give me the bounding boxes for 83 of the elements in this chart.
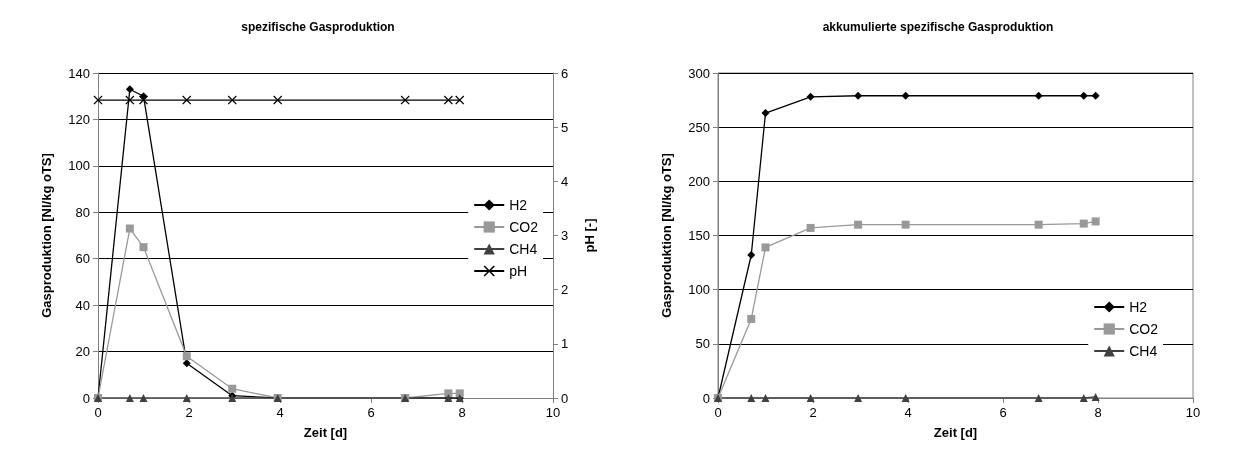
x-tick-label: 6 (367, 405, 375, 420)
point (139, 243, 148, 252)
point (1091, 217, 1100, 226)
x-tick-label: 2 (809, 405, 817, 420)
chart-title: akkumulierte spezifische Gasproduktion (822, 20, 1054, 34)
legend-label: H2 (509, 197, 528, 213)
y2-tick-label: 6 (561, 65, 569, 81)
x-tick-label: 4 (904, 405, 912, 420)
point (1034, 220, 1043, 229)
point (1079, 394, 1088, 402)
x-tick-label: 10 (1185, 405, 1201, 420)
y-tick-label: 120 (68, 111, 90, 127)
point (806, 223, 815, 232)
point (1091, 392, 1100, 401)
y-tick-label: 60 (75, 251, 90, 267)
chart-title: spezifische Gasproduktion (241, 20, 395, 34)
x-tick-label: 0 (714, 405, 722, 420)
y-tick-label: 300 (688, 65, 710, 81)
y-tick-label: 0 (82, 390, 90, 406)
x-tick-label: 4 (276, 405, 284, 420)
point (455, 389, 464, 398)
point (761, 394, 770, 402)
y-axis-title: Gasproduktion [Nl/kg oTS] (39, 153, 54, 318)
x-tick-label: 6 (999, 405, 1007, 420)
x-tick-label: 0 (94, 405, 102, 420)
point (182, 352, 191, 361)
point (1034, 394, 1043, 402)
point (747, 314, 756, 323)
legend-label: CH4 (509, 241, 538, 257)
point (182, 359, 191, 368)
y2-tick-label: 2 (561, 282, 569, 298)
point (854, 220, 863, 229)
y-tick-label: 150 (688, 228, 710, 243)
y-axis-title: Gasproduktion [Nl/kg oTS] (659, 153, 674, 318)
point (1079, 91, 1088, 100)
point (806, 92, 815, 101)
y-tick-label: 140 (68, 65, 90, 81)
point (125, 85, 134, 94)
x-tick-label: 2 (185, 405, 193, 420)
point (901, 220, 910, 229)
x-tick-label: 8 (1094, 405, 1102, 420)
legend-label: CO2 (1129, 321, 1159, 337)
point (901, 394, 910, 402)
y-tick-label: 0 (702, 390, 710, 406)
point (1034, 91, 1043, 100)
y-tick-label: 50 (695, 336, 710, 352)
point (1091, 91, 1100, 100)
y-tick-label: 200 (688, 173, 710, 189)
y-tick-label: 100 (68, 158, 90, 174)
y-tick-label: 100 (688, 282, 710, 298)
x-tick-label: 10 (545, 405, 561, 420)
point (761, 243, 770, 252)
x-tick-label: 8 (458, 405, 466, 420)
point (747, 394, 756, 402)
point (854, 394, 863, 402)
point (854, 91, 863, 100)
point (182, 394, 191, 402)
point (806, 394, 815, 402)
legend-label: pH (509, 263, 528, 279)
legend-label: H2 (1129, 299, 1148, 315)
x-axis-title: Zeit [d] (933, 425, 978, 440)
y2-tick-label: 4 (561, 173, 569, 189)
point (747, 251, 756, 259)
point (761, 109, 770, 118)
y2-tick-label: 3 (561, 228, 569, 243)
y2-tick-label: 0 (561, 390, 569, 406)
point (901, 91, 910, 100)
y-tick-label: 40 (75, 297, 90, 313)
y2-tick-label: 1 (561, 336, 569, 352)
point (125, 394, 134, 402)
y-tick-label: 80 (75, 204, 90, 220)
y-tick-label: 250 (688, 119, 710, 135)
y-tick-label: 20 (75, 344, 90, 360)
y2-tick-label: 5 (561, 119, 569, 135)
point (139, 394, 148, 402)
point (125, 224, 134, 233)
y2-axis-title: pH [-] (582, 218, 597, 253)
point (228, 384, 237, 393)
legend-label: CH4 (1129, 343, 1158, 359)
x-axis-title: Zeit [d] (303, 425, 348, 440)
point (1079, 219, 1088, 228)
legend-label: CO2 (509, 219, 539, 235)
point (444, 389, 453, 398)
